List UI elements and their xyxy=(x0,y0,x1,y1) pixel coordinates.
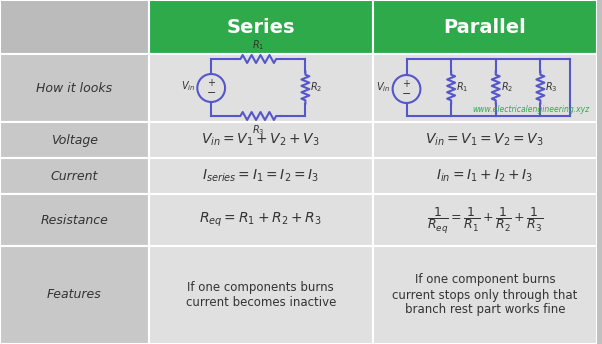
Text: $V_{in}$: $V_{in}$ xyxy=(376,80,391,94)
Text: If one components burns
current becomes inactive: If one components burns current becomes … xyxy=(185,281,336,309)
Bar xyxy=(0,0,149,54)
Bar xyxy=(0,246,149,344)
Text: $I_{in} = I_1 + I_2 + I_3$: $I_{in} = I_1 + I_2 + I_3$ xyxy=(436,168,533,184)
Bar xyxy=(373,246,597,344)
Bar xyxy=(149,0,373,54)
Bar xyxy=(373,158,597,194)
Text: $R_2$: $R_2$ xyxy=(311,80,323,94)
Text: $I_{series} = I_1 = I_2 = I_3$: $I_{series} = I_1 = I_2 = I_3$ xyxy=(202,168,319,184)
Text: $R_1$: $R_1$ xyxy=(456,80,468,94)
Text: $\dfrac{1}{R_{eq}} = \dfrac{1}{R_1} + \dfrac{1}{R_2} + \dfrac{1}{R_3}$: $\dfrac{1}{R_{eq}} = \dfrac{1}{R_1} + \d… xyxy=(427,205,543,235)
Bar xyxy=(373,54,597,122)
Text: $R_1$: $R_1$ xyxy=(252,38,264,52)
Bar xyxy=(0,54,149,122)
Text: $V_{in} = V_1 + V_2 + V_3$: $V_{in} = V_1 + V_2 + V_3$ xyxy=(201,132,320,148)
Text: $R_3$: $R_3$ xyxy=(545,80,558,94)
Text: +: + xyxy=(403,79,411,89)
Text: Series: Series xyxy=(226,18,295,36)
Text: $V_{in} = V_1 = V_2 = V_3$: $V_{in} = V_1 = V_2 = V_3$ xyxy=(426,132,544,148)
Text: Current: Current xyxy=(51,170,98,183)
Text: Parallel: Parallel xyxy=(444,18,526,36)
Bar xyxy=(373,194,597,246)
Text: $R_2$: $R_2$ xyxy=(501,80,513,94)
Text: $R_3$: $R_3$ xyxy=(252,123,264,137)
Bar xyxy=(373,0,597,54)
Bar xyxy=(149,246,373,344)
Text: Resistance: Resistance xyxy=(40,214,108,226)
Text: +: + xyxy=(207,78,215,88)
Bar xyxy=(0,158,149,194)
Bar xyxy=(0,122,149,158)
Text: Voltage: Voltage xyxy=(51,133,98,147)
Text: −: − xyxy=(402,89,411,99)
Text: $R_{eq} = R_1 + R_2 + R_3$: $R_{eq} = R_1 + R_2 + R_3$ xyxy=(199,211,322,229)
Text: −: − xyxy=(206,88,216,98)
Bar xyxy=(373,122,597,158)
Bar xyxy=(149,54,373,122)
Bar xyxy=(149,122,373,158)
Text: Features: Features xyxy=(47,289,102,301)
Text: www.electricalengineering.xyz: www.electricalengineering.xyz xyxy=(473,105,590,114)
Text: $V_{in}$: $V_{in}$ xyxy=(181,79,195,93)
Bar xyxy=(149,194,373,246)
Bar xyxy=(149,158,373,194)
Text: If one component burns
current stops only through that
branch rest part works fi: If one component burns current stops onl… xyxy=(392,273,577,316)
Text: How it looks: How it looks xyxy=(36,82,113,95)
Bar xyxy=(0,194,149,246)
